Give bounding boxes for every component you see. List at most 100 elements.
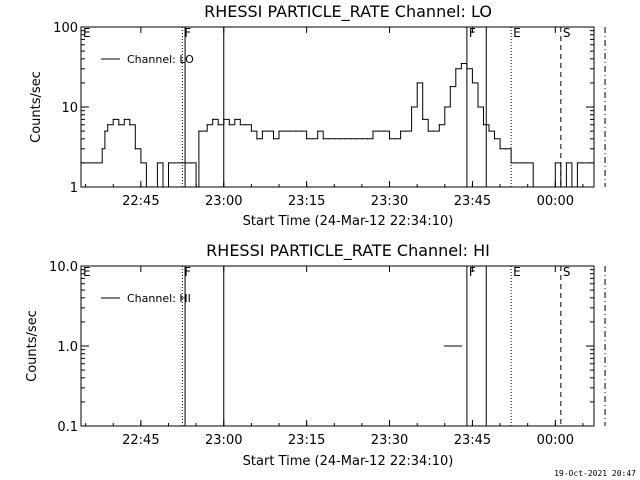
x-tick-label-hi-4: 23:45 xyxy=(454,433,491,448)
data-point-lo xyxy=(162,186,164,188)
data-point-hi xyxy=(455,345,457,347)
legend-hi: Channel: HI xyxy=(101,292,191,305)
x-tick-label-hi-0: 22:45 xyxy=(122,433,159,448)
x-tick-label-lo-0: 22:45 xyxy=(122,194,159,209)
data-point-lo xyxy=(499,148,501,150)
data-point-lo xyxy=(493,138,496,140)
data-point-lo xyxy=(184,162,186,164)
timestamp-label: 19-Oct-2021 20:47 xyxy=(554,469,636,478)
data-point-lo xyxy=(294,130,297,132)
data-point-lo xyxy=(212,118,214,120)
data-point-lo xyxy=(482,124,485,126)
data-point-lo xyxy=(488,130,490,132)
x-tick-label-lo-1: 23:00 xyxy=(205,194,242,209)
data-point-lo xyxy=(350,138,352,140)
data-point-lo xyxy=(405,130,407,132)
data-point-lo xyxy=(118,124,120,126)
chart-title-hi: RHESSI PARTICLE_RATE Channel: HI xyxy=(206,241,490,261)
data-point-lo xyxy=(388,138,391,140)
x-tick-label-lo-2: 23:15 xyxy=(288,194,325,209)
data-point-lo xyxy=(466,68,468,70)
data-point-lo xyxy=(582,162,584,164)
data-point-lo xyxy=(250,130,252,132)
x-tick-label-hi-3: 23:30 xyxy=(371,433,408,448)
data-point-lo xyxy=(101,148,103,150)
data-point-lo xyxy=(366,138,369,140)
data-point-lo xyxy=(167,162,170,164)
data-point-lo xyxy=(571,186,573,188)
data-point-lo xyxy=(372,130,374,132)
event-marker-label-lo-7: S xyxy=(563,26,571,40)
data-point-lo xyxy=(355,138,357,140)
legend-label-hi: Channel: HI xyxy=(127,292,191,305)
series-line-lo-0 xyxy=(81,63,595,188)
data-point-lo xyxy=(228,124,230,126)
data-point-lo xyxy=(560,186,562,188)
data-point-lo xyxy=(344,138,346,140)
data-point-lo xyxy=(383,130,385,132)
data-point-lo xyxy=(471,82,474,84)
chart-title-lo: RHESSI PARTICLE_RATE Channel: LO xyxy=(204,2,492,22)
data-point-lo xyxy=(90,162,92,164)
data-point-lo xyxy=(104,130,106,132)
data-point-lo xyxy=(195,186,197,188)
data-point-lo xyxy=(339,138,341,140)
plot-frame-hi xyxy=(80,265,595,427)
data-point-lo xyxy=(394,138,396,140)
data-point-lo xyxy=(278,130,280,132)
y-tick-label-lo-1: 10 xyxy=(61,101,78,116)
data-point-lo xyxy=(198,130,200,132)
data-point-lo xyxy=(261,130,264,132)
x-tick-label-hi-2: 23:15 xyxy=(288,433,325,448)
data-point-lo xyxy=(565,162,567,164)
data-point-lo xyxy=(532,186,534,188)
y-tick-label-hi-0: 0.1 xyxy=(57,420,78,435)
event-marker-label-hi-1: F xyxy=(184,265,191,279)
data-point-lo xyxy=(416,82,418,84)
x-tick-label-hi-1: 23:00 xyxy=(205,433,242,448)
data-point-lo xyxy=(333,138,335,140)
data-point-lo xyxy=(549,186,551,188)
data-point-lo xyxy=(223,118,225,120)
data-point-lo xyxy=(140,162,142,164)
data-point-lo xyxy=(317,130,319,132)
data-point-lo xyxy=(328,138,330,140)
data-point-hi xyxy=(444,345,446,347)
data-point-lo xyxy=(267,130,269,132)
data-point-lo xyxy=(477,106,479,108)
data-point-lo xyxy=(123,118,125,120)
data-point-lo xyxy=(322,138,324,140)
data-point-lo xyxy=(311,138,313,140)
x-axis-label-lo: Start Time (24-Mar-12 22:34:10) xyxy=(243,214,454,229)
chart-panel-lo: RHESSI PARTICLE_RATE Channel: LO Counts/… xyxy=(29,2,606,229)
data-point-lo xyxy=(361,138,363,140)
event-marker-label-lo-0: E xyxy=(83,26,91,40)
x-tick-label-lo-4: 23:45 xyxy=(454,194,491,209)
data-point-lo xyxy=(433,130,435,132)
data-point-lo xyxy=(444,106,446,108)
event-marker-label-lo-6: E xyxy=(513,26,521,40)
data-point-lo xyxy=(593,148,595,150)
y-tick-label-lo-2: 100 xyxy=(53,21,78,36)
event-marker-label-hi-7: S xyxy=(563,265,571,279)
data-point-lo xyxy=(245,124,247,126)
event-marker-label-hi-0: E xyxy=(83,265,91,279)
x-tick-label-lo-3: 23:30 xyxy=(371,194,408,209)
data-point-lo xyxy=(377,130,380,132)
data-point-lo xyxy=(411,106,413,108)
data-point-lo xyxy=(554,162,556,164)
data-point-lo xyxy=(80,162,82,164)
chart-panel-hi: RHESSI PARTICLE_RATE Channel: HI Counts/… xyxy=(25,241,606,469)
data-point-lo xyxy=(538,186,540,188)
y-tick-label-hi-1: 1.0 xyxy=(57,340,78,355)
data-point-lo xyxy=(527,162,529,164)
data-point-lo xyxy=(449,85,451,88)
data-point-lo xyxy=(510,162,512,164)
data-point-lo xyxy=(201,130,203,132)
data-point-lo xyxy=(455,68,457,70)
event-marker-label-hi-4: F xyxy=(469,265,476,279)
y-axis-label-hi: Counts/sec xyxy=(25,310,40,382)
y-tick-label-lo-0: 1 xyxy=(70,181,78,196)
data-point-hi xyxy=(460,345,462,347)
